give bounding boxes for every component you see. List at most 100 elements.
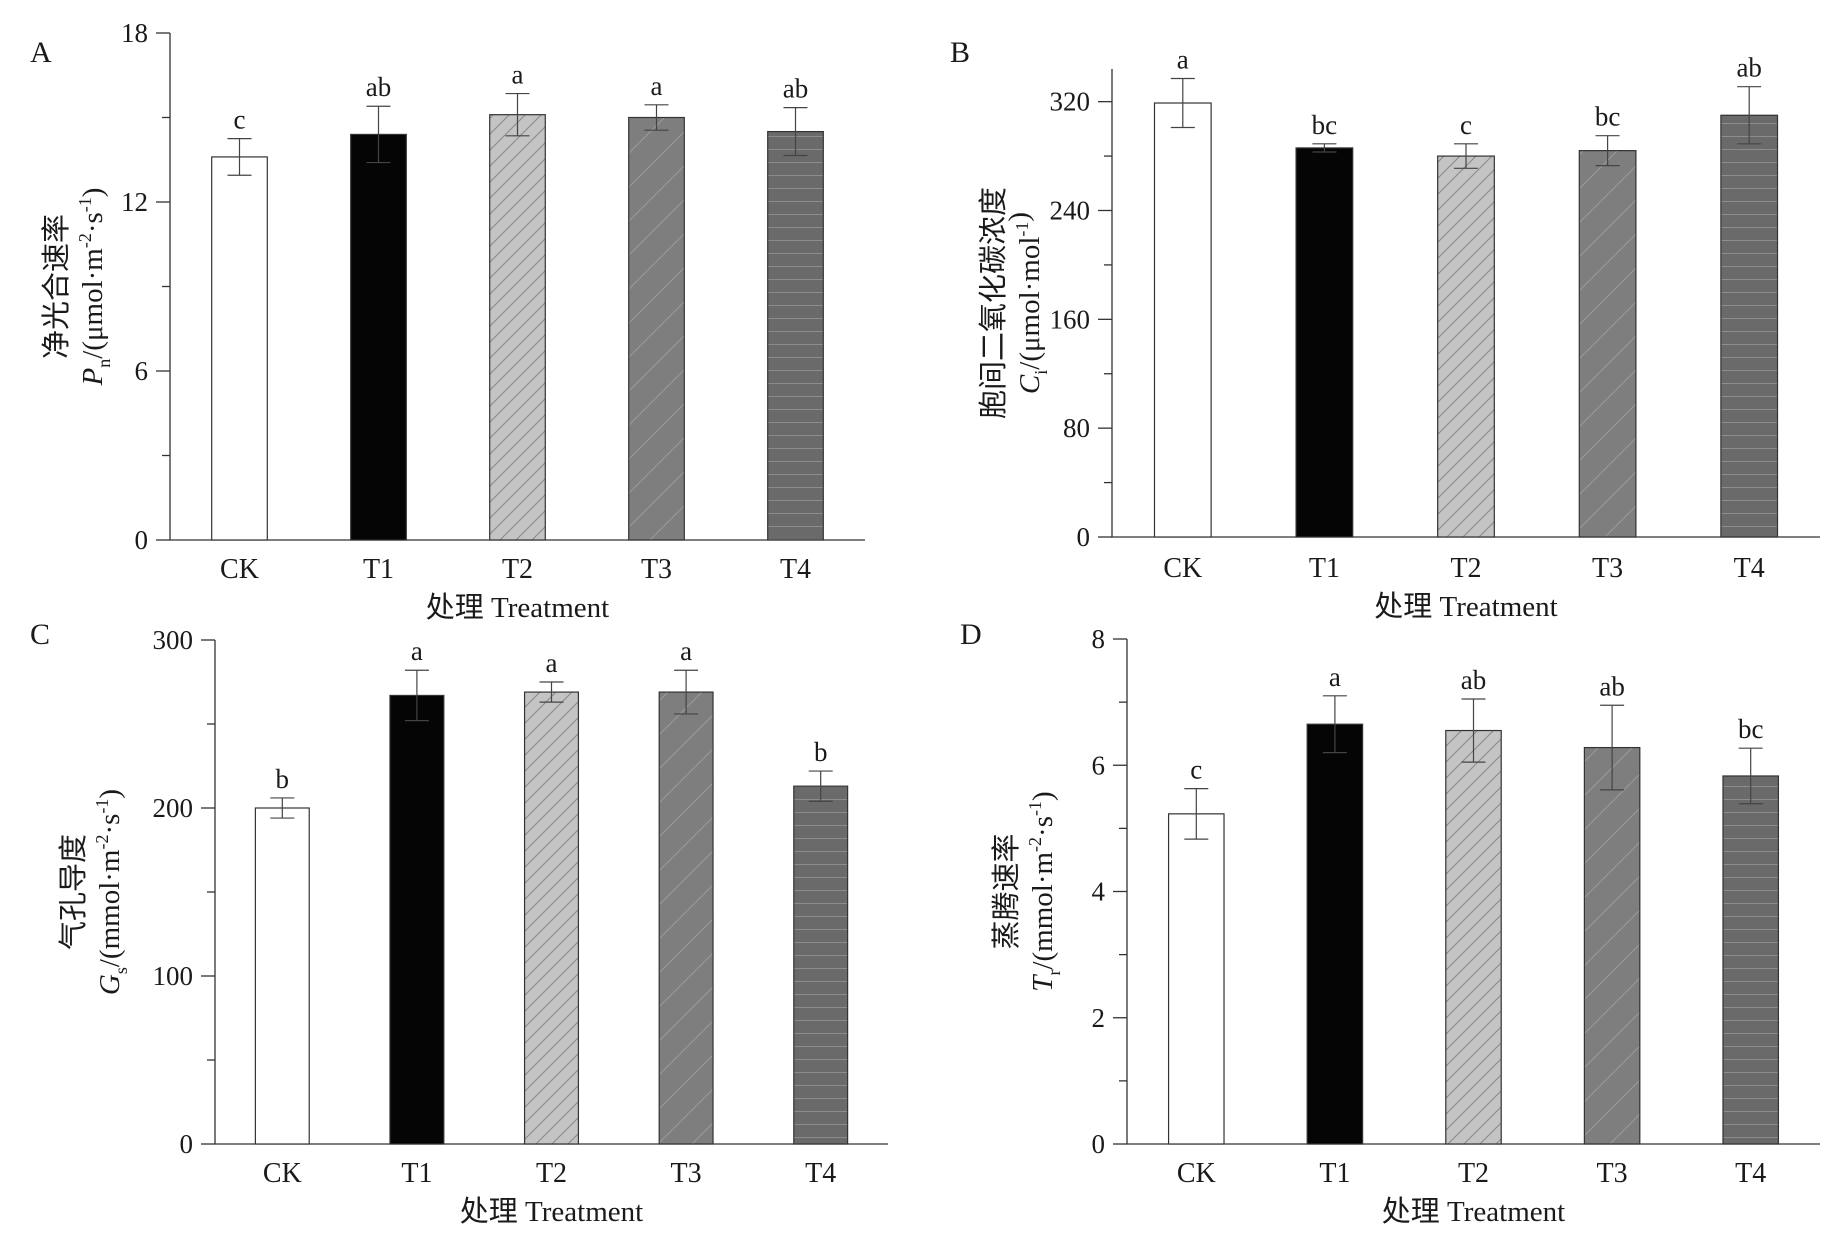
significance-label-t4: b	[814, 737, 828, 767]
bar-t4	[1722, 775, 1780, 1145]
category-label-t4: T4	[1734, 553, 1765, 584]
significance-label-t3: ab	[1599, 671, 1624, 701]
y-tick-label: 2	[1092, 1003, 1106, 1033]
y-axis-title-name: 蒸腾速率	[990, 833, 1023, 949]
y-tick-label: 0	[1077, 522, 1091, 552]
y-tick-label: 240	[1050, 195, 1091, 225]
category-label-t3: T3	[1592, 553, 1623, 584]
y-tick-label: 18	[121, 18, 148, 48]
panel-letter: C	[30, 618, 50, 651]
error-bar-ck	[270, 797, 295, 819]
y-axis-symbol: T	[1027, 974, 1059, 992]
y-tick-label: 4	[1092, 877, 1106, 907]
y-axis-subscript: r	[1044, 970, 1064, 976]
y-axis-exponent: -1	[92, 799, 112, 814]
bar-t1	[1306, 723, 1364, 1145]
y-axis-unit-end: )	[1003, 212, 1035, 222]
y-axis-unit: Pn/(μmol·m-2·s-1)	[75, 188, 114, 387]
y-axis-unit-mid: ·s	[94, 814, 126, 835]
y-axis-symbol: C	[1014, 374, 1046, 394]
x-axis-title: 处理 Treatment	[1382, 1195, 1565, 1228]
y-axis-unit-end: )	[1027, 791, 1059, 801]
y-axis-unit: Ci/(μmol·mol-1)	[1003, 212, 1051, 394]
error-bar-t3	[1600, 704, 1625, 791]
category-label-t4: T4	[1735, 1158, 1766, 1189]
bar-t2	[1445, 729, 1502, 1145]
category-label-t4: T4	[780, 554, 811, 585]
significance-label-t3: a	[680, 636, 692, 666]
y-tick-label: 0	[1092, 1129, 1106, 1159]
significance-label-t1: ab	[366, 72, 391, 102]
category-label-t1: T1	[1319, 1158, 1350, 1189]
significance-label-ck: c	[234, 105, 246, 135]
bar-ck	[1153, 102, 1212, 538]
error-bar-t2	[1461, 698, 1486, 763]
error-bar-ck	[1184, 788, 1209, 840]
y-axis-title: 气孔导度	[57, 834, 90, 950]
error-bar-t1	[1322, 695, 1347, 754]
x-axis-title: 处理 Treatment	[1374, 590, 1557, 623]
error-bar-t4	[1737, 86, 1762, 145]
y-axis-exponent: -2	[75, 233, 95, 248]
y-axis-exponent: -2	[92, 835, 112, 850]
y-axis-unit: Gs/(mmol·m-2·s-1)	[92, 789, 131, 995]
y-tick-label: 80	[1063, 413, 1090, 443]
y-axis-unit-text: /(mmol·m	[1027, 852, 1059, 970]
significance-label-t1: bc	[1312, 110, 1338, 140]
error-bar-t2	[539, 681, 564, 703]
bar-t3	[658, 691, 714, 1145]
significance-label-t2: a	[512, 60, 524, 90]
y-tick-label: 200	[153, 793, 194, 823]
bar-t1	[389, 694, 445, 1145]
bar-t4	[1720, 114, 1779, 538]
y-axis-exponent: -1	[75, 197, 95, 212]
y-axis-unit-text: /(μmol·m	[77, 248, 109, 359]
y-axis-title: 胞间二氧化碳浓度	[977, 187, 1010, 419]
significance-label-ck: c	[1190, 755, 1202, 785]
y-axis-subscript: i	[1031, 370, 1051, 375]
x-axis-title: 处理 Treatment	[460, 1195, 643, 1228]
y-axis-symbol: P	[77, 368, 109, 387]
y-tick-label: 100	[153, 961, 194, 991]
bar-t2	[1437, 155, 1495, 538]
significance-label-t1: a	[411, 636, 423, 666]
y-axis-title: 蒸腾速率	[990, 833, 1023, 949]
significance-label-t2: a	[546, 648, 558, 678]
category-label-ck: CK	[1163, 553, 1202, 584]
significance-label-t3: a	[651, 71, 663, 101]
bar-t2	[523, 691, 580, 1145]
y-tick-label: 160	[1050, 304, 1091, 334]
category-label-ck: CK	[220, 554, 259, 585]
y-axis-title-name: 气孔导度	[57, 834, 90, 950]
y-tick-label: 300	[153, 625, 194, 655]
error-bar-ck	[1170, 77, 1195, 129]
y-axis-unit-mid: ·s	[77, 212, 109, 233]
category-label-t3: T3	[1597, 1158, 1628, 1189]
y-axis-symbol: G	[94, 974, 126, 995]
category-label-t3: T3	[641, 554, 672, 585]
category-label-t3: T3	[671, 1158, 702, 1189]
category-label-t1: T1	[401, 1158, 432, 1189]
panel-b: 0 80 160 240 320 a CK bc T1 c T2 bc T3 ab T4 B 处理 Treatm…	[950, 36, 1820, 623]
y-tick-label: 6	[1092, 750, 1106, 780]
error-bar-t4	[783, 107, 808, 157]
y-axis-exponent: -1	[1012, 222, 1032, 237]
y-axis-unit-mid: ·s	[1027, 816, 1059, 837]
error-bar-t3	[644, 104, 669, 131]
y-axis-subscript: s	[111, 967, 131, 974]
significance-label-t4: ab	[783, 74, 808, 104]
error-bar-t4	[1738, 747, 1763, 805]
y-axis-unit: Tr/(mmol·m-2·s-1)	[1025, 791, 1064, 991]
y-axis-unit-end: )	[77, 188, 109, 198]
y-tick-label: 0	[180, 1129, 194, 1159]
y-axis-exponent: -2	[1025, 837, 1045, 852]
y-axis-exponent: -1	[1025, 801, 1045, 816]
error-bar-t4	[808, 770, 833, 802]
panel-letter: D	[960, 618, 982, 651]
bar-t4	[793, 785, 849, 1145]
category-label-t4: T4	[805, 1158, 836, 1189]
y-tick-label: 6	[135, 356, 149, 386]
bar-t3	[1578, 150, 1637, 538]
y-tick-label: 0	[135, 525, 149, 555]
